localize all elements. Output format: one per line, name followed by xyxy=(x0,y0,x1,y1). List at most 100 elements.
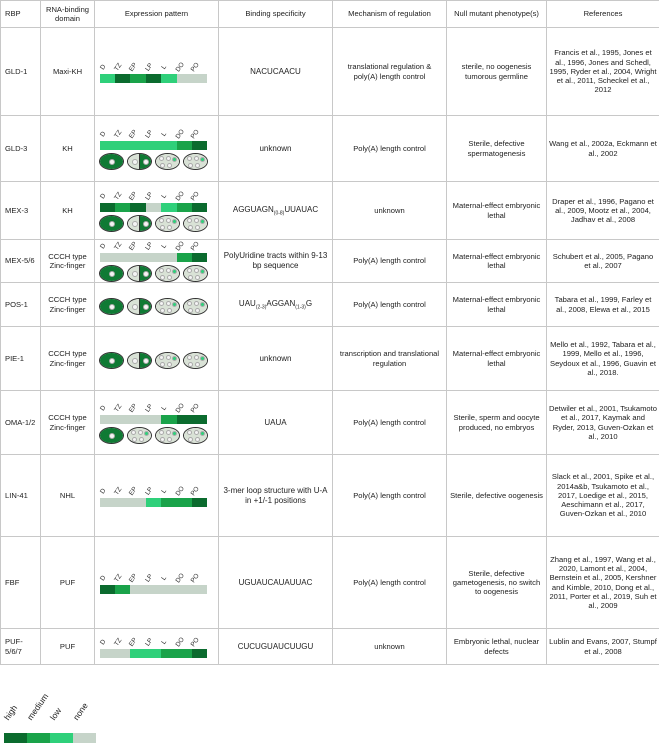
expression-segment-medium xyxy=(114,202,131,212)
cell-domain: NHL xyxy=(40,454,95,537)
table-row: LIN-41 NHL D TZ EP LP L DO PO 3-mer loop structur… xyxy=(0,454,659,537)
embryo-row xyxy=(98,351,216,369)
expression-segment-none xyxy=(145,202,162,212)
embryo-row xyxy=(98,265,216,282)
expression-bar xyxy=(99,202,208,212)
expression-segment-low xyxy=(99,140,115,150)
cell-phenotype: Maternal-effect embryonic lethal xyxy=(446,239,547,283)
expression-segment-medium xyxy=(114,584,131,594)
stage-labels: D TZ EP LP L DO PO xyxy=(98,128,216,141)
stage-label: L xyxy=(160,487,169,495)
expression-segment-low xyxy=(161,73,177,83)
legend-swatch-none xyxy=(73,733,96,743)
expression-pattern xyxy=(98,351,216,369)
stage-label: EP xyxy=(128,572,139,584)
header-row: RBP RNA-binding domain Expression patter… xyxy=(0,0,659,28)
stage-label: TZ xyxy=(112,572,124,584)
cell-rbp: GLD-3 xyxy=(0,115,41,182)
cell-references: Schubert et al., 2005, Pagano et al., 20… xyxy=(546,239,659,283)
stage-label: TZ xyxy=(112,128,124,140)
stage-label: EP xyxy=(128,190,139,202)
cell-domain: KH xyxy=(40,115,95,182)
cell-references: Wang et al., 2002a, Eckmann et al., 2002 xyxy=(546,115,659,182)
expression-pattern: D TZ EP LP L DO PO xyxy=(98,636,216,658)
stage-label: PO xyxy=(189,240,201,253)
expression-segment-high xyxy=(192,202,208,212)
cell-mechanism: Poly(A) length control xyxy=(332,115,447,182)
cell-references: Lublin and Evans, 2007, Stumpf et al., 2… xyxy=(546,628,659,665)
expression-segment-medium xyxy=(176,648,193,658)
expression-segment-none xyxy=(114,648,131,658)
embryo-icon xyxy=(126,297,152,315)
stage-label: PO xyxy=(189,485,201,497)
expression-segment-high xyxy=(192,497,208,507)
stage-label: LP xyxy=(143,402,155,414)
cell-mechanism: Poly(A) length control xyxy=(332,239,447,283)
embryo-icon xyxy=(182,214,208,232)
expression-bar xyxy=(99,497,208,507)
stage-label: D xyxy=(98,129,107,138)
expression-segment-none xyxy=(130,584,146,594)
stage-label: DO xyxy=(174,127,186,140)
cell-expression xyxy=(94,326,219,391)
stage-label: DO xyxy=(174,189,186,202)
stage-label: D xyxy=(98,573,107,582)
cell-mechanism: Poly(A) length control xyxy=(332,282,447,327)
cell-domain: Maxi-KH xyxy=(40,27,95,116)
cell-rbp: LIN-41 xyxy=(0,454,41,537)
stage-label: EP xyxy=(128,636,139,648)
stage-label: L xyxy=(160,404,169,412)
legend-bar xyxy=(4,733,96,743)
expression-segment-high xyxy=(192,140,208,150)
expression-segment-low xyxy=(114,140,131,150)
expression-segment-low xyxy=(99,73,115,83)
stage-label: D xyxy=(98,637,107,646)
table-row: PUF-5/6/7 PUF D TZ EP LP L DO PO CUCUGUAUCUUGU unk… xyxy=(0,628,659,665)
binding-motif: unknown xyxy=(259,353,292,363)
expression-segment-medium xyxy=(161,497,177,507)
cell-phenotype: Sterile, defective spermatogenesis xyxy=(446,115,547,182)
cell-references: Francis et al., 1995, Jones et al., 1996… xyxy=(546,27,659,116)
expression-segment-high xyxy=(114,73,131,83)
expression-legend: high medium low none xyxy=(2,660,102,746)
stage-labels: D TZ EP LP L DO PO xyxy=(98,572,216,585)
expression-segment-medium xyxy=(176,140,193,150)
expression-segment-medium xyxy=(176,202,193,212)
expression-segment-none xyxy=(176,584,193,594)
expression-segment-none xyxy=(114,253,131,262)
cell-mechanism: transcription and translational regulati… xyxy=(332,326,447,391)
cell-binding: UAUA xyxy=(218,390,333,455)
embryo-icon xyxy=(126,214,152,232)
expression-segment-medium xyxy=(161,414,177,424)
expression-segment-low xyxy=(161,140,177,150)
expression-bar xyxy=(99,140,208,150)
cell-binding: UGUAUCAUAUUAC xyxy=(218,536,333,629)
cell-mechanism: unknown xyxy=(332,628,447,665)
stage-label: TZ xyxy=(112,190,124,202)
binding-motif: NACUCAACU xyxy=(250,66,301,76)
expression-segment-low xyxy=(130,140,146,150)
cell-binding: unknown xyxy=(218,115,333,182)
expression-segment-none xyxy=(161,253,177,262)
embryo-icon xyxy=(98,297,124,315)
stage-label: EP xyxy=(128,128,139,140)
table-row: POS-1 CCCH type Zinc-finger UAU(2-3)AGGAN(… xyxy=(0,282,659,327)
stage-labels: D TZ EP LP L DO PO xyxy=(98,636,216,649)
embryo-row xyxy=(98,152,216,170)
stage-label: D xyxy=(98,403,107,412)
legend-high: high xyxy=(1,703,20,722)
stage-label: EP xyxy=(128,61,139,73)
cell-expression: D TZ EP LP L DO PO xyxy=(94,454,219,537)
embryo-icon xyxy=(182,351,208,369)
stage-label: PO xyxy=(189,402,201,414)
cell-mechanism: Poly(A) length control xyxy=(332,390,447,455)
expression-pattern: D TZ EP LP L DO PO xyxy=(98,402,216,444)
expression-segment-none xyxy=(99,414,115,424)
expression-segment-high xyxy=(176,414,193,424)
cell-expression: D TZ EP LP L DO PO xyxy=(94,115,219,182)
stage-label: LP xyxy=(143,128,155,140)
stage-label: EP xyxy=(128,485,139,497)
stage-labels: D TZ EP LP L DO PO xyxy=(98,402,216,415)
expression-segment-high xyxy=(192,648,208,658)
header-rbp: RBP xyxy=(0,0,41,28)
